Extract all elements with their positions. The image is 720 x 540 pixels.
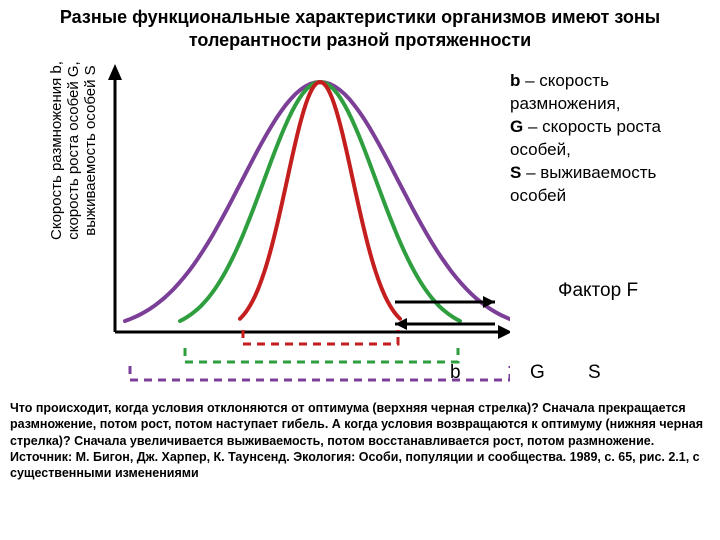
legend-g: G – скорость роста особей, [510, 116, 710, 162]
caption-text: Что происходит, когда условия отклоняютс… [10, 400, 710, 481]
factor-label: Фактор F [558, 280, 638, 302]
legend-s: S – выживаемость особей [510, 162, 710, 208]
legend-b-symbol: b [510, 71, 520, 90]
legend-s-symbol: S [510, 163, 521, 182]
legend-b: b – скорость размножения, [510, 70, 710, 116]
tolerance-chart [50, 62, 510, 382]
range-label-g: G [530, 362, 545, 384]
range-label-b: b [450, 362, 461, 384]
legend-g-symbol: G [510, 117, 523, 136]
legend-b-text: – скорость размножения, [510, 71, 621, 113]
page-title: Разные функциональные характеристики орг… [0, 0, 720, 55]
legend-g-text: – скорость роста особей, [510, 117, 661, 159]
range-label-s: S [588, 362, 601, 384]
legend-s-text: – выживаемость особей [510, 163, 656, 205]
chart-svg [50, 62, 510, 402]
legend: b – скорость размножения, G – скорость р… [510, 70, 710, 208]
